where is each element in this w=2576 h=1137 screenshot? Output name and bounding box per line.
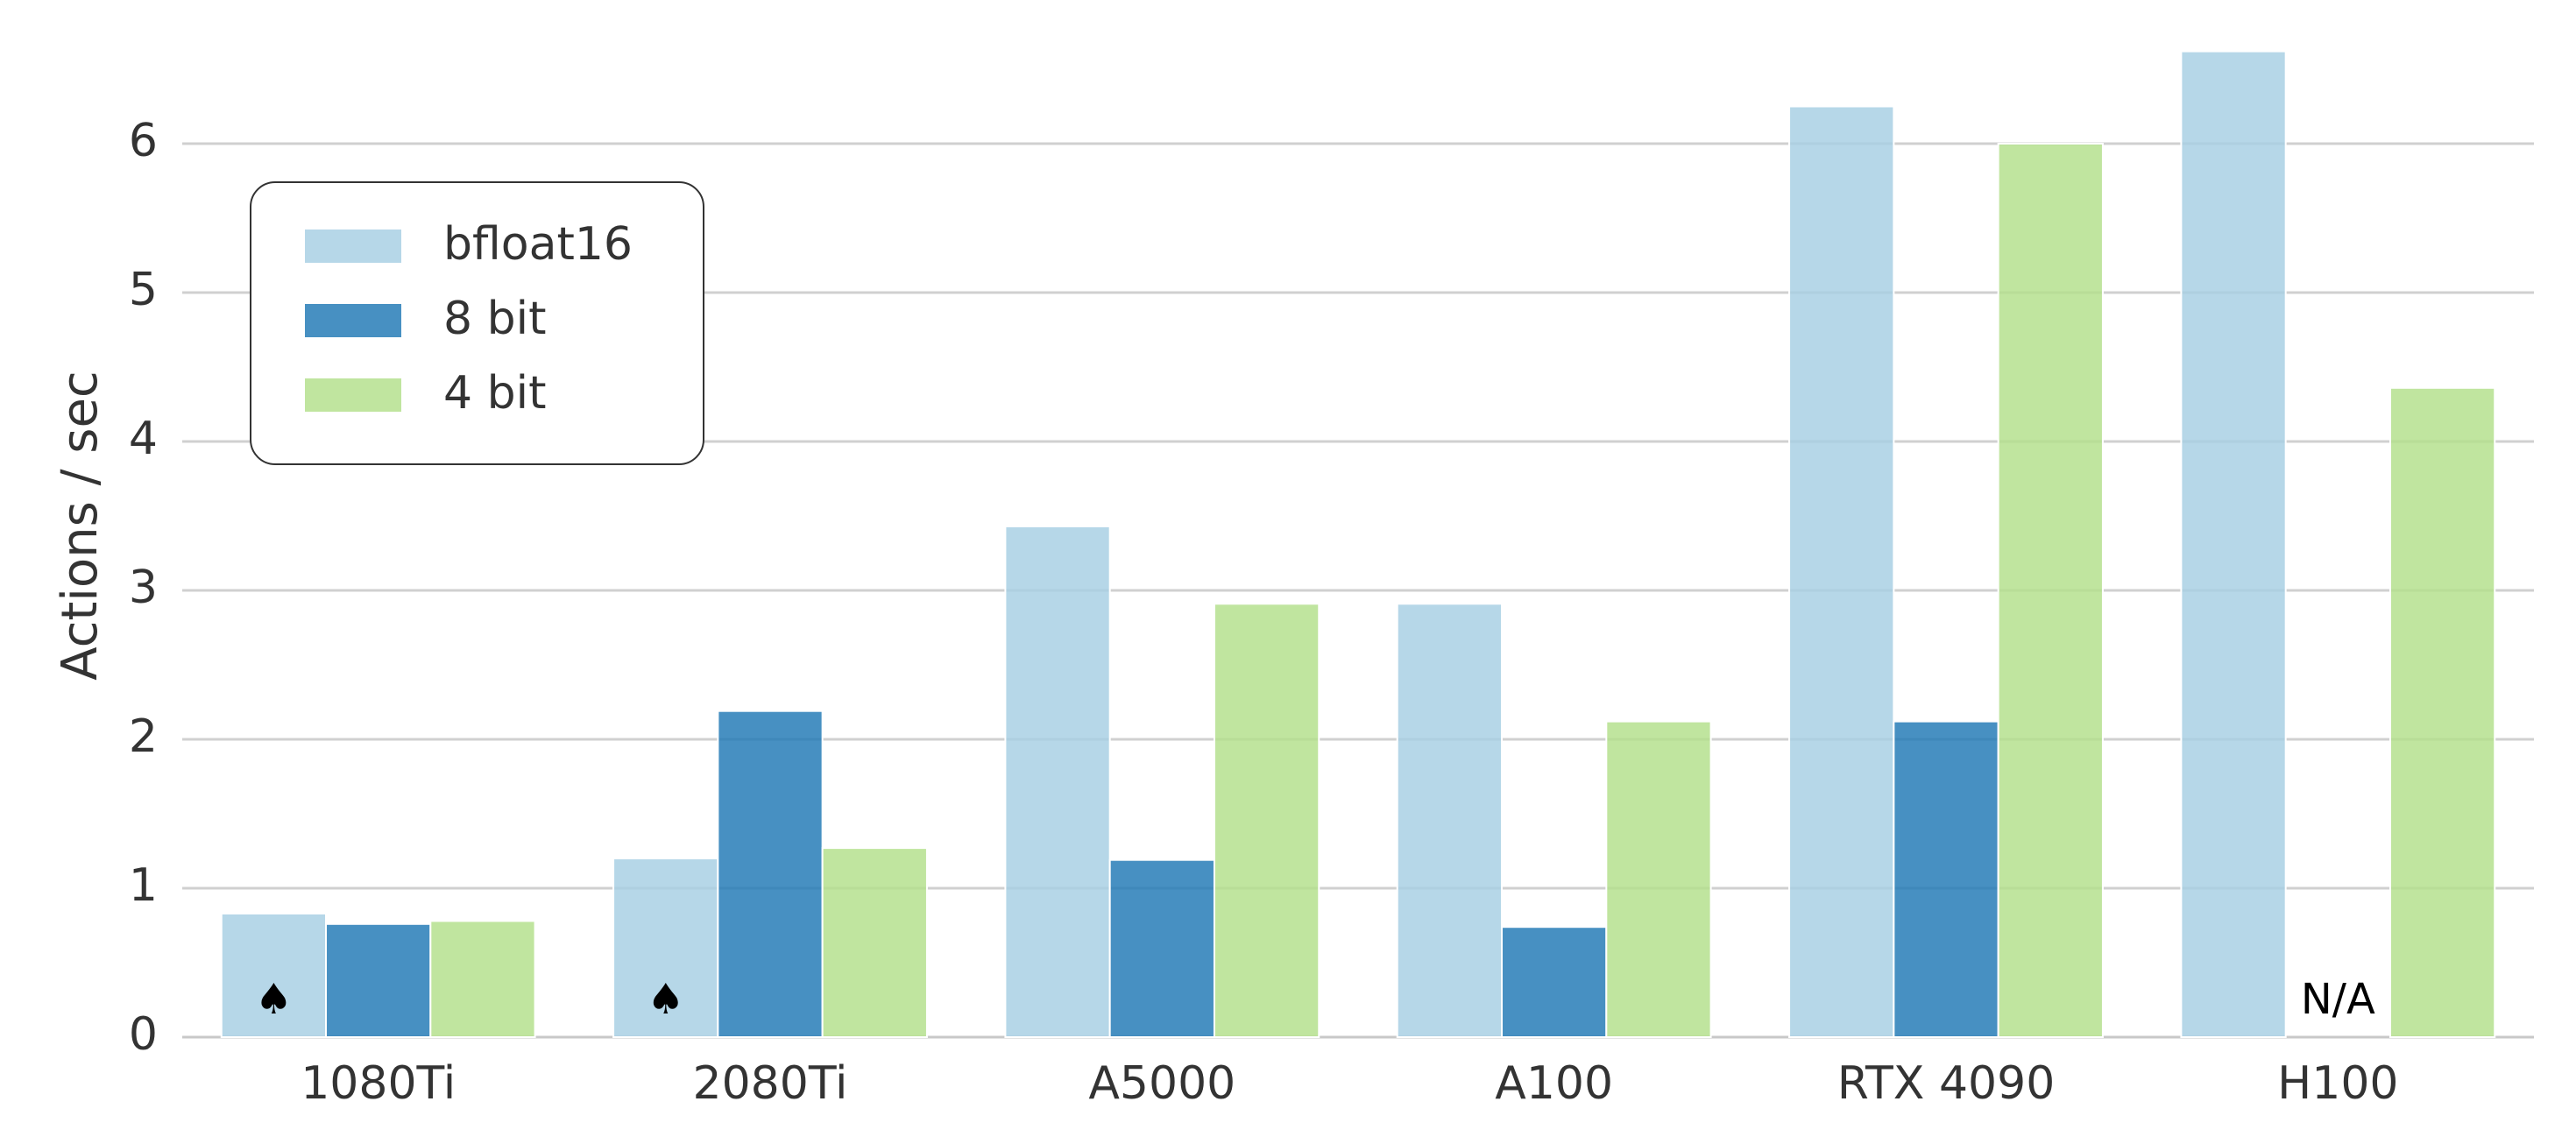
- bar: [1004, 525, 1111, 1038]
- bar: [1501, 926, 1608, 1038]
- y-tick-label: 5: [129, 264, 158, 316]
- legend-swatch: [305, 378, 401, 412]
- x-tick-label: A5000: [1088, 1057, 1235, 1110]
- y-tick-label: 6: [129, 115, 158, 167]
- x-tick-label: 2080Ti: [693, 1057, 848, 1110]
- legend-label: bfloat16: [443, 218, 633, 271]
- bar: [325, 922, 432, 1039]
- x-tick-label: A100: [1495, 1057, 1613, 1110]
- bar: [220, 912, 328, 1039]
- bar: [1396, 603, 1504, 1038]
- y-tick-label: 0: [129, 1008, 158, 1061]
- bar: [2180, 50, 2287, 1039]
- y-tick-label: 2: [129, 710, 158, 763]
- bar: [1108, 858, 1215, 1039]
- bar: [1893, 720, 1999, 1038]
- x-tick-label: 1080Ti: [301, 1057, 456, 1110]
- bar: [821, 847, 928, 1038]
- legend-swatch: [305, 230, 401, 263]
- y-tick-label: 4: [129, 413, 158, 465]
- y-axis-label: Actions / sec: [52, 371, 109, 680]
- bar: [429, 920, 536, 1039]
- legend-label: 4 bit: [443, 367, 546, 420]
- bar: [2388, 386, 2496, 1038]
- y-tick-label: 1: [129, 859, 158, 912]
- x-tick-label: H100: [2277, 1057, 2398, 1110]
- bar: [1605, 720, 1712, 1038]
- annotation: ♠: [647, 975, 684, 1024]
- bar: [1213, 603, 1320, 1038]
- y-tick-label: 3: [129, 561, 158, 614]
- bar: [717, 710, 824, 1038]
- bar: [1788, 105, 1895, 1038]
- legend-swatch: [305, 304, 401, 337]
- legend-label: 8 bit: [443, 293, 546, 345]
- annotation: N/A: [2301, 975, 2375, 1024]
- bar: [612, 858, 719, 1038]
- bar: [1997, 143, 2104, 1038]
- annotation: ♠: [255, 975, 293, 1024]
- x-tick-label: RTX 4090: [1837, 1057, 2056, 1110]
